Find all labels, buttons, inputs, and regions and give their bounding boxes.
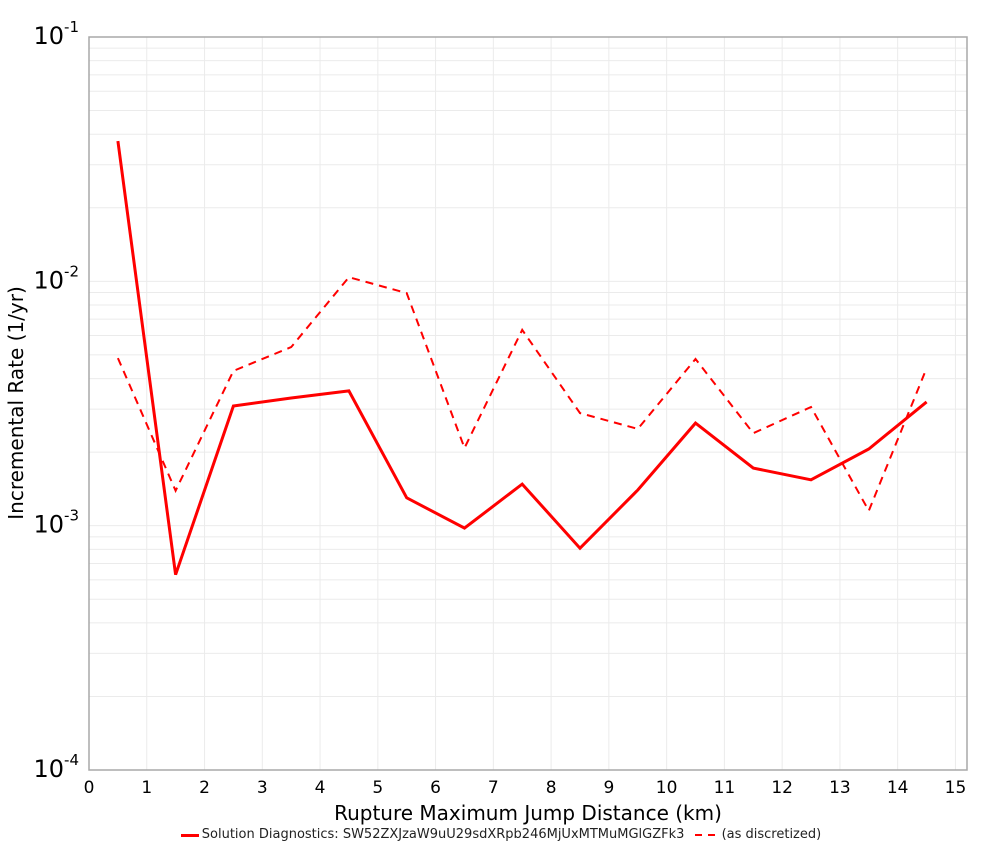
x-tick-label: 6 [430, 778, 441, 798]
x-tick-label: 0 [84, 778, 95, 798]
legend-label-solution: Solution Diagnostics: SW52ZXJzaW9uU29sdX… [201, 827, 685, 842]
gridlines [88, 37, 967, 771]
plot-border [88, 36, 968, 771]
y-tick-label: 10-1 [33, 18, 79, 50]
y-tick-label: 10-3 [33, 507, 79, 539]
dashed-line-icon [693, 830, 719, 840]
discretized-series-line [116, 276, 928, 514]
data-series [116, 140, 928, 576]
legend-item-discretized: (as discretized) [693, 827, 822, 842]
x-tick-label: 1 [141, 778, 152, 798]
legend: Solution Diagnostics: SW52ZXJzaW9uU29sdX… [0, 827, 1000, 844]
x-tick-label: 8 [546, 778, 557, 798]
x-tick-label: 12 [771, 778, 793, 798]
y-axis-ticks: 10-1 10-2 10-3 10-4 [33, 18, 79, 783]
legend-label-discretized: (as discretized) [721, 827, 822, 842]
x-tick-label: 9 [603, 778, 614, 798]
x-tick-label: 7 [488, 778, 499, 798]
plot-area [89, 37, 967, 770]
x-tick-label: 15 [945, 778, 967, 798]
x-axis-ticks: 0 1 2 3 4 5 6 7 8 9 10 11 12 13 14 15 [84, 778, 967, 798]
legend-item-solution: Solution Diagnostics: SW52ZXJzaW9uU29sdX… [179, 827, 685, 842]
y-axis-title: Incremental Rate (1/yr) [4, 286, 28, 519]
x-tick-label: 11 [714, 778, 736, 798]
x-tick-label: 13 [829, 778, 851, 798]
solution-series-line [116, 140, 928, 576]
x-tick-label: 2 [199, 778, 210, 798]
x-tick-label: 10 [656, 778, 678, 798]
x-tick-label: 4 [315, 778, 326, 798]
x-tick-label: 3 [257, 778, 268, 798]
y-tick-label: 10-2 [33, 262, 79, 294]
x-axis-title: Rupture Maximum Jump Distance (km) [334, 801, 722, 825]
x-tick-label: 5 [372, 778, 383, 798]
solid-line-icon [179, 830, 199, 840]
x-tick-label: 14 [887, 778, 909, 798]
y-tick-label: 10-4 [33, 751, 79, 783]
